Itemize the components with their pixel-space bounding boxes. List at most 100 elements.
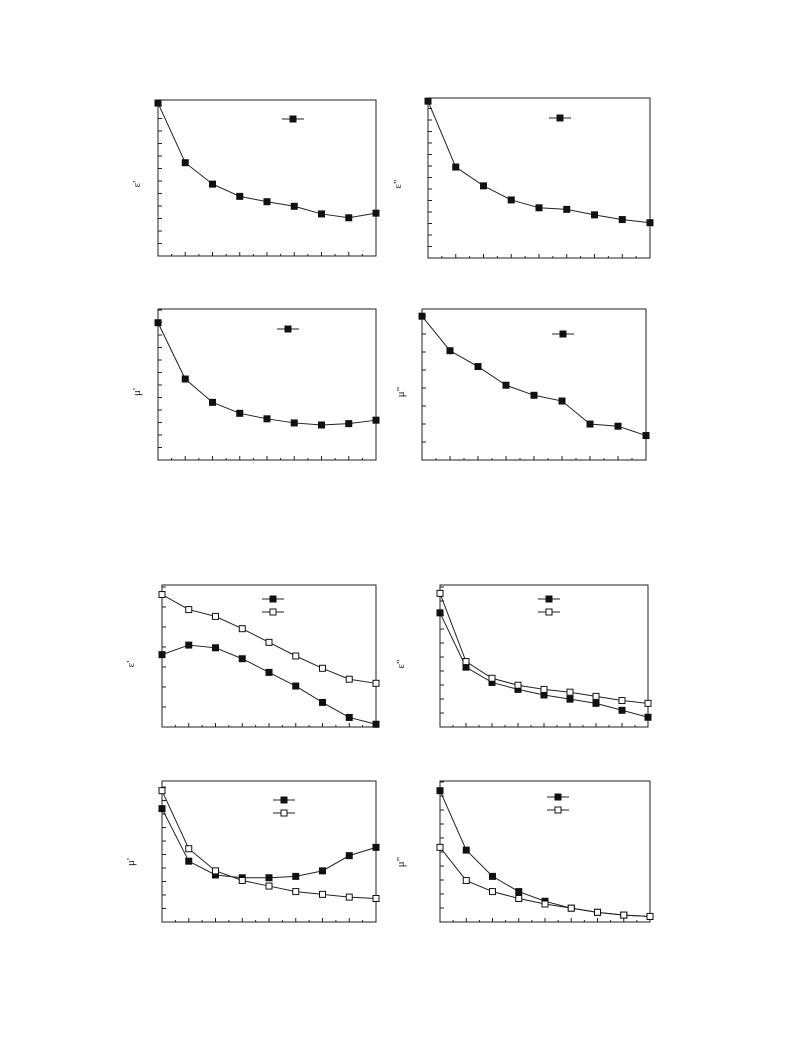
data-point [566,695,574,703]
data-point [592,692,600,700]
data-point [318,210,325,218]
legend-marker [554,806,562,814]
plot-frame [161,780,377,923]
data-point [185,641,193,649]
data-point [372,843,380,851]
y-axis-label: μ" [395,387,407,397]
data-point [646,912,654,920]
data-point [345,675,353,683]
data-point [345,713,353,721]
legend-marker [554,793,562,801]
y-axis-label: μ' [125,858,137,866]
data-point [319,867,326,875]
data-point [318,421,325,429]
data-point [566,688,574,696]
legend-marker [284,325,292,333]
series-line-1 [439,790,651,917]
data-point [488,674,496,682]
legend-marker [289,115,297,123]
y-axis-label: μ" [395,857,407,867]
data-point [591,211,598,219]
data-point [345,852,353,860]
data-point [292,888,300,896]
data-point [181,375,189,383]
chart-panel-6: ε" [395,584,652,728]
data-point [642,432,650,440]
data-point [345,214,353,222]
data-point [567,904,575,912]
y-axis-label: ε' [125,661,137,668]
chart-panel-3: μ' [131,308,380,461]
data-point [236,192,244,200]
data-point [462,877,470,885]
data-point [181,159,189,167]
chart-panel-7: μ' [125,780,380,923]
data-point [462,846,470,854]
data-point [418,312,426,320]
data-point [158,805,166,813]
data-point [436,589,444,597]
data-point [263,415,271,423]
data-point [238,877,246,885]
data-point [292,872,300,880]
data-point [154,99,162,107]
data-point [436,787,444,795]
y-axis-label: ε" [392,179,404,188]
data-point [154,319,162,327]
data-point [372,416,380,424]
data-point [515,888,523,896]
data-point [489,888,496,896]
data-point [530,391,538,399]
data-point [319,664,326,672]
legend-marker [280,796,288,804]
legend-marker [269,595,277,603]
plot-frame [161,584,377,728]
series-line-2 [161,790,377,899]
legend-marker [556,114,564,122]
data-point [541,900,549,908]
data-point [265,882,273,890]
data-point [345,893,353,901]
data-point [158,651,166,659]
data-point [265,638,273,646]
data-point [502,381,510,389]
data-point [209,398,216,406]
data-point [586,420,594,428]
plot-frame [157,308,377,461]
plot-frame [427,97,651,259]
data-point [515,895,523,902]
data-point [158,787,166,795]
chart-panel-1: ε' [131,99,380,257]
data-point [618,697,626,705]
data-point [618,706,626,714]
y-axis-label: ε' [131,181,143,188]
data-point [618,216,626,224]
y-axis-label: μ' [131,388,143,396]
data-point [514,681,522,689]
data-point [594,908,601,916]
plot-frame [421,308,647,461]
data-point [558,397,566,405]
data-point [238,655,246,663]
data-point [644,699,652,707]
data-point [158,591,166,599]
data-point [507,196,515,204]
series-line-1 [157,322,377,426]
data-point [644,713,652,721]
series-line-1 [161,808,377,879]
data-point [185,606,193,614]
data-point [209,180,216,188]
data-point [424,97,432,105]
plot-frame [439,584,649,728]
data-point [592,699,600,707]
chart-panel-8: μ" [395,780,654,923]
chart-panel-2: ε" [392,97,654,259]
y-axis-label: ε" [395,659,407,668]
data-point [292,652,300,660]
legend-marker [545,595,553,603]
data-point [452,163,460,171]
data-point [292,682,300,690]
data-point [446,347,454,355]
data-point [212,867,219,875]
